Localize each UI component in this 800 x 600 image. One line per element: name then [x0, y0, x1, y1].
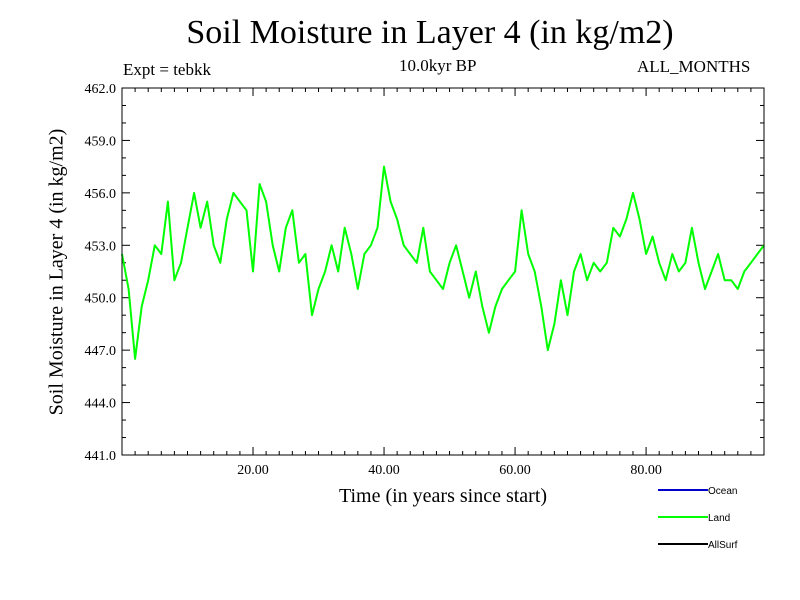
y-tick-label: 459.0 [85, 134, 117, 149]
period-label: 10.0kyr BP [399, 56, 477, 75]
series-line-land [121, 165, 765, 360]
y-tick-label: 456.0 [85, 187, 117, 202]
months-label: ALL_MONTHS [637, 57, 751, 76]
legend-label-land: Land [708, 513, 730, 524]
y-tick-label: 447.0 [85, 344, 117, 359]
legend: Ocean Land AllSurf [658, 486, 738, 551]
y-tick-label: 453.0 [85, 239, 117, 254]
y-tick-label: 444.0 [85, 397, 117, 412]
x-axis-label: Time (in years since start) [338, 485, 548, 507]
y-tick-label: 441.0 [85, 449, 117, 464]
y-tick-label: 450.0 [85, 292, 117, 307]
x-tick-label: 20.00 [237, 463, 269, 478]
experiment-label: Expt = tebkk [123, 60, 211, 79]
legend-label-allsurf: AllSurf [708, 540, 738, 551]
y-tick-label: 462.0 [85, 82, 117, 97]
plot-area [121, 165, 765, 360]
x-tick-label: 60.00 [499, 463, 531, 478]
x-tick-label: 80.00 [630, 463, 662, 478]
plot-frame [121, 87, 765, 456]
chart-title: Soil Moisture in Layer 4 (in kg/m2) [186, 14, 674, 51]
x-tick-label: 40.00 [368, 463, 400, 478]
legend-label-ocean: Ocean [708, 486, 737, 497]
axis-ticks: 441.0 444.0 447.0 450.0 453.0 456.0 459.0 462.0… [85, 82, 764, 478]
